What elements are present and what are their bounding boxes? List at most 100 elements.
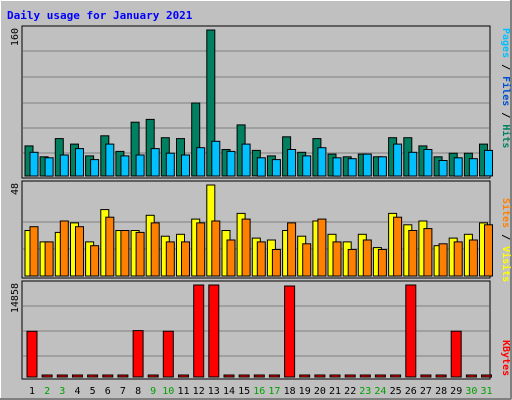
axis-label-files: Files — [500, 76, 512, 106]
sites-bar-day-31 — [484, 224, 493, 277]
kbytes-bar-day-27 — [420, 374, 432, 378]
x-tick-label-25: 25 — [390, 386, 402, 397]
kbytes-bar-day-14 — [223, 374, 235, 378]
sites-bar-day-17 — [271, 249, 281, 277]
pages-bar-day-7 — [120, 155, 130, 177]
pages-bar-day-10 — [165, 152, 175, 177]
x-tick-label-1: 1 — [29, 386, 35, 397]
pages-bar-day-4 — [75, 148, 84, 177]
x-tick-label-10: 10 — [162, 386, 174, 397]
pages-bar-day-20 — [317, 147, 327, 177]
pages-bar-day-26 — [408, 151, 418, 177]
x-tick-label-21: 21 — [329, 386, 341, 397]
pages-bar-day-6 — [105, 143, 115, 177]
x-tick-label-26: 26 — [405, 386, 417, 397]
kbytes-bar-day-19 — [299, 374, 311, 378]
sites-bar-day-4 — [75, 226, 84, 277]
kbytes-axis-label: KBytes — [500, 340, 511, 376]
visits-axis-label: Sites / Visits — [500, 198, 512, 282]
x-tick-label-4: 4 — [74, 386, 80, 397]
x-tick-label-13: 13 — [208, 386, 220, 397]
kbytes-bar-day-20 — [314, 374, 326, 378]
sites-bar-day-28 — [438, 243, 448, 277]
x-tick-label-6: 6 — [105, 386, 111, 397]
kbytes-bar-day-9 — [147, 374, 159, 378]
sites-bar-day-24 — [377, 249, 387, 277]
kbytes-bar-day-6 — [102, 374, 114, 378]
pages-bar-day-5 — [90, 159, 100, 177]
sites-bar-day-19 — [302, 243, 312, 277]
x-tick-label-2: 2 — [44, 386, 50, 397]
pages-bar-day-2 — [44, 157, 54, 177]
kbytes-bar-day-15 — [238, 374, 250, 378]
kbytes-panel-frame — [21, 280, 491, 380]
pages-bar-day-16 — [256, 157, 266, 177]
sites-bar-day-14 — [226, 239, 236, 277]
hits-bar-day-13 — [206, 29, 216, 177]
pages-bar-day-23 — [362, 153, 372, 177]
x-tick-label-24: 24 — [374, 386, 386, 397]
pages-bar-day-18 — [287, 149, 297, 177]
sites-bar-day-9 — [150, 222, 160, 277]
axis-label-pages: Pages — [500, 28, 511, 58]
hits-ymax-label: 160 — [10, 28, 21, 46]
pages-bar-day-11 — [181, 154, 190, 177]
sites-bar-day-30 — [468, 239, 478, 277]
hits-bar-day-12 — [191, 102, 201, 177]
x-tick-label-27: 27 — [420, 386, 432, 397]
sites-bar-day-21 — [332, 241, 342, 277]
x-tick-label-3: 3 — [59, 386, 65, 397]
kbytes-bar-day-28 — [435, 374, 447, 378]
x-tick-labels: 1 2 3 4 5 6 7 8 9 10 11 12 13 14 15 16 17 18 19 20 21 22 23 24 2… — [29, 386, 493, 397]
kbytes-bar-day-5 — [87, 374, 99, 378]
x-tick-label-19: 19 — [299, 386, 311, 397]
pages-bar-day-19 — [302, 155, 312, 177]
x-tick-label-31: 31 — [480, 386, 492, 397]
axis-label-separator: / — [500, 106, 511, 124]
kbytes-bar-day-23 — [359, 374, 371, 378]
kbytes-bar-day-26 — [405, 284, 417, 378]
pages-bar-day-3 — [59, 154, 69, 177]
pages-bar-day-21 — [332, 157, 342, 177]
x-tick-label-12: 12 — [193, 386, 205, 397]
x-tick-label-22: 22 — [344, 386, 356, 397]
pages-bar-day-25 — [393, 143, 403, 177]
sites-bar-day-8 — [135, 231, 145, 277]
pages-bar-day-8 — [135, 154, 145, 177]
x-tick-label-28: 28 — [435, 386, 447, 397]
sites-bar-day-20 — [317, 218, 327, 277]
sites-bar-day-7 — [120, 230, 130, 277]
visits-ymax-label: 48 — [10, 183, 21, 195]
sites-bar-day-6 — [105, 216, 115, 277]
x-tick-label-11: 11 — [177, 386, 189, 397]
kbytes-bar-day-30 — [465, 374, 477, 378]
x-tick-label-17: 17 — [268, 386, 280, 397]
kbytes-bar-day-13 — [208, 284, 220, 378]
sites-bar-day-1 — [29, 226, 39, 277]
pages-bar-day-27 — [423, 149, 433, 177]
pages-bar-day-1 — [29, 151, 39, 177]
x-tick-label-14: 14 — [223, 386, 235, 397]
x-tick-label-20: 20 — [314, 386, 326, 397]
sites-bar-day-2 — [44, 241, 54, 277]
sites-bar-day-22 — [347, 249, 357, 277]
kbytes-bar-day-2 — [41, 374, 53, 378]
kbytes-bar-day-3 — [56, 374, 68, 378]
sites-bar-day-10 — [165, 241, 175, 277]
kbytes-bar-day-21 — [329, 374, 341, 378]
kbytes-bar-day-18 — [284, 285, 296, 378]
x-tick-label-30: 30 — [465, 386, 477, 397]
x-tick-label-15: 15 — [238, 386, 250, 397]
sites-bar-day-5 — [90, 245, 100, 277]
sites-bar-day-25 — [393, 216, 403, 277]
kbytes-bar-day-4 — [72, 374, 83, 378]
kbytes-bar-day-24 — [374, 374, 386, 378]
kbytes-bar-day-12 — [193, 284, 205, 378]
pages-bar-day-15 — [241, 143, 251, 177]
pages-bar-day-24 — [377, 156, 387, 177]
sites-bar-day-15 — [241, 218, 251, 277]
kbytes-bar-day-17 — [268, 374, 280, 378]
pages-bar-day-29 — [453, 157, 463, 177]
kbytes-bar-day-7 — [117, 374, 129, 378]
